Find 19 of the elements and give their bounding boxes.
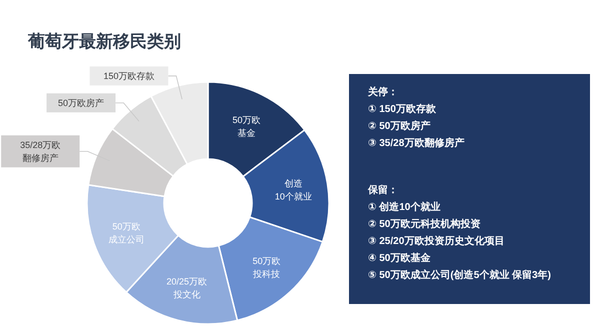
slice-label: 创造10个就业 (274, 178, 312, 202)
text: ① 150万欧存款 (368, 103, 437, 115)
slice-label: 50万欧房产 (58, 98, 104, 108)
text: 保留： (367, 184, 398, 196)
legend-label: 35/28万欧翻修房产 (20, 140, 61, 163)
text: ② 50万欧房产 (368, 120, 430, 132)
text: ③ 35/28万欧翻修房产 (368, 137, 464, 149)
text: ④ 50万欧基金 (368, 252, 432, 264)
text: ② 50万欧元科技机构投资 (368, 218, 480, 230)
slice-label: 150万欧存款 (103, 70, 154, 81)
slice-label: 50万欧投科技 (252, 256, 281, 280)
text: 关停： (367, 86, 398, 98)
slice-label: 20/25万欧投文化 (166, 276, 208, 300)
slice-label: 50万欧成立公司 (108, 221, 144, 244)
text: ① 创造10个就业 (368, 201, 440, 213)
slice-label: 50万欧基金 (232, 115, 261, 138)
chart-title: 葡萄牙最新移民类别 (27, 32, 181, 51)
text: ③ 25/20万欧投资历史文化项目 (368, 235, 504, 247)
text: ⑤ 50万欧成立公司(创造5个就业 保留3年) (368, 269, 551, 281)
